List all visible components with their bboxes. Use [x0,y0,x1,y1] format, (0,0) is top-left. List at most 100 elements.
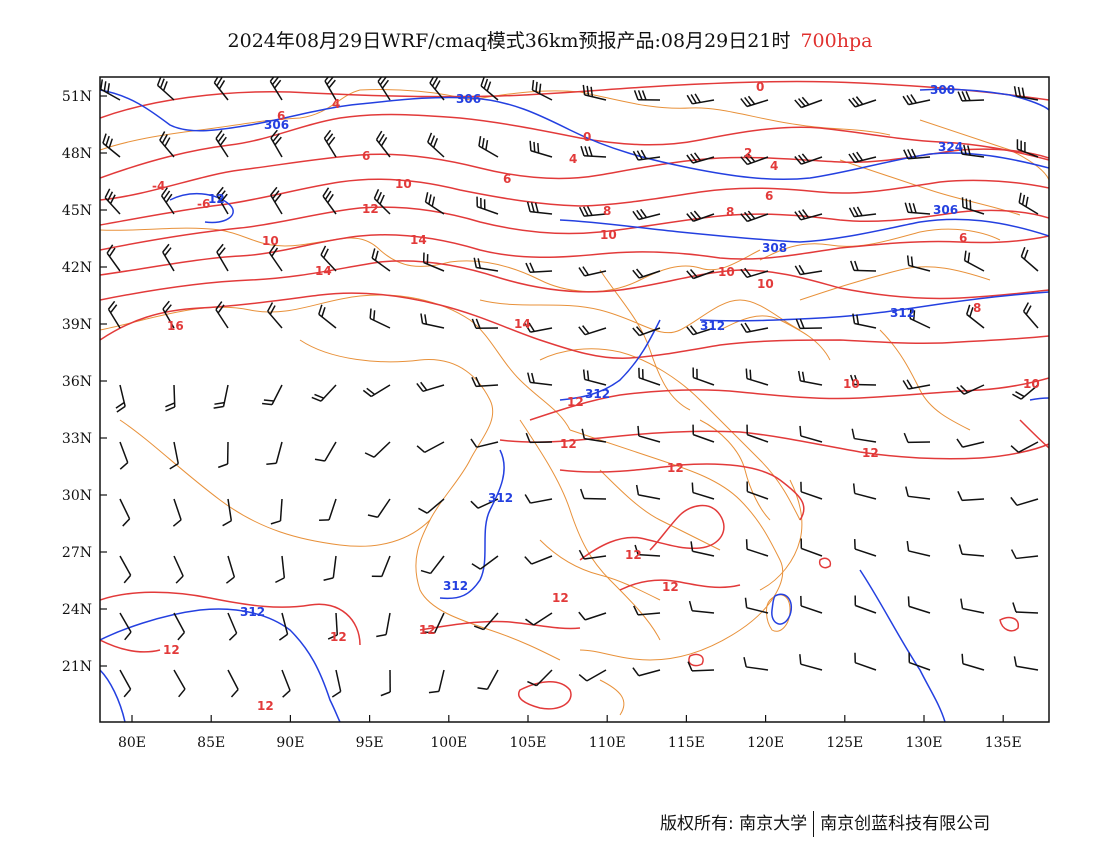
wind-barb-flag [531,372,535,384]
lon-tick-label: 85E [197,735,225,751]
wind-barb-flag [1021,87,1025,98]
wind-barb-flag [272,133,280,142]
wind-barb-flag [376,633,387,638]
wind-barb-flag [218,190,226,199]
wind-barb-flag [633,90,639,101]
wind-barb-flag [856,151,864,161]
wind-barb-flag [959,384,969,394]
wind-barb-flag [634,544,639,555]
wind-barb-flag [632,327,640,337]
wind-barb-flag [323,248,329,259]
temperature-label: 12 [362,202,379,216]
wind-barb-flag [907,596,910,607]
wind-barb-flag [420,381,428,391]
wind-barb-flag [483,78,489,89]
wind-barb-flag [799,318,805,329]
temperature-label: 6 [765,189,773,203]
wind-barb-staff [173,441,179,464]
wind-barb-staff [909,661,931,671]
temperature-label: 10 [600,228,617,242]
wind-barb-staff [961,498,985,502]
wind-barb-flag [538,83,542,94]
wind-barb-flag [641,90,647,101]
wind-barb-staff [638,494,661,500]
wind-barb-staff [433,612,445,634]
temperature-label: 4 [332,97,340,111]
wind-barb-flag [379,77,387,86]
temperature-label: 6 [959,231,967,245]
lon-tick-label: 105E [510,735,547,751]
wind-barb-flag [582,266,590,276]
wind-barb-staff [281,555,286,578]
wind-barb-staff [691,669,715,672]
wind-barb-flag [270,186,278,196]
wind-barb-staff [1015,611,1039,614]
wind-barb-flag [632,150,639,161]
wind-barb-flag [486,81,492,92]
wind-barb-flag [743,657,747,668]
wind-barb-staff [377,498,391,518]
wind-barb-flag [794,155,802,165]
wind-barb-flag [588,146,593,157]
wind-barb-flag [961,91,967,101]
wind-barb-flag [107,191,114,202]
wind-barb-flag [471,318,477,329]
wind-barb-flag [852,206,859,217]
geopotential-label: 308 [762,241,787,255]
wind-barb-staff [908,495,931,500]
wind-barb-flag [416,445,426,453]
wind-barb-flag [217,463,228,469]
wind-barb-flag [119,462,129,470]
wind-barb-flag [524,556,533,565]
wind-barb-staff [533,612,553,626]
wind-barb-flag [165,406,176,412]
wind-barb-flag [744,597,748,608]
wind-barb-flag [1017,86,1022,97]
geopotential-label: 312 [443,579,468,593]
wind-barb-flag [1020,246,1026,257]
wind-barb-flag [1010,549,1017,559]
wind-barb-flag [848,207,855,218]
lat-tick-label: 33N [62,431,92,447]
wind-barb-flag [325,133,334,143]
wind-barb-flag [420,313,424,324]
temperature-label: 12 [552,591,569,605]
wind-barb-staff [693,433,715,443]
wind-barb-flag [689,269,698,278]
wind-barb-staff [373,441,391,458]
lat-tick-label: 24N [62,602,92,618]
wind-barb-staff [908,550,931,557]
wind-barb-flag [801,153,810,163]
wind-barb-flag [686,326,694,336]
wind-barb-staff [486,669,499,690]
wind-barb-flag [1021,194,1026,205]
temperature-label: 6 [362,149,370,163]
wind-barb-staff [854,492,877,500]
wind-barb-flag [907,149,913,159]
wind-barb-flag [525,262,531,273]
wind-barb-flag [431,196,436,207]
wind-barb-staff [1016,555,1039,560]
wind-barb-flag [375,130,383,141]
pressure-level: 700hpa [800,30,873,52]
wind-barb-flag [473,257,478,268]
wind-barb-staff [854,548,877,557]
wind-barb-flag [582,206,589,217]
wind-barb-flag [275,577,285,584]
wind-barb-flag [798,210,806,220]
geopotential-label: 312 [700,319,725,333]
wind-barb-flag [366,387,376,396]
wind-barb-flag [320,245,327,256]
wind-barb-flag [475,318,481,329]
wind-barb-flag [528,322,535,332]
wind-barb-flag [432,137,439,148]
wind-barb-flag [331,690,342,698]
lat-tick-label: 42N [62,260,92,276]
lon-axis: 80E 85E 90E 95E 100E 105E 110E 115E 120E 125E 130E… [118,715,1022,751]
geopotential-label: 306 [264,118,289,132]
wind-barb-flag [967,252,971,263]
temperature-label: 12 [257,699,274,713]
wind-barb-flag [103,81,107,92]
temperature-label: 6 [503,172,511,186]
